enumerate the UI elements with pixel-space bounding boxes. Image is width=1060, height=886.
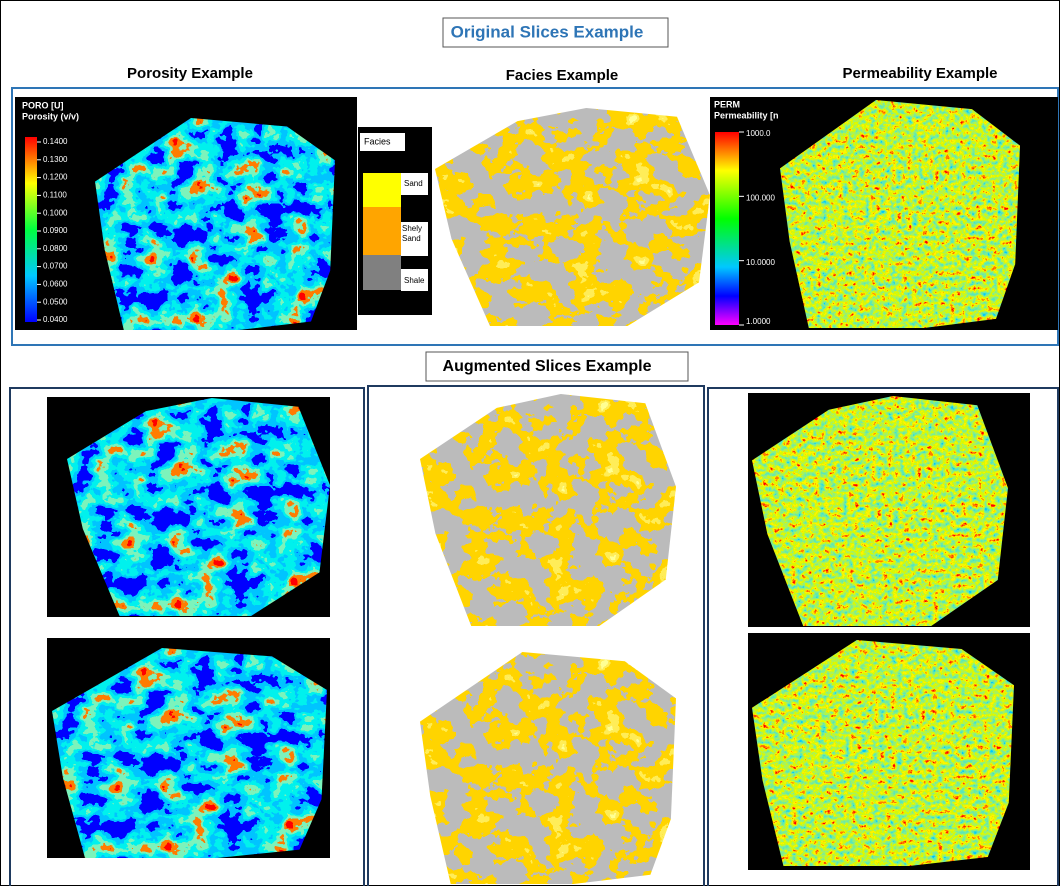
- property-map: [420, 652, 676, 884]
- legend-item: Shale: [404, 276, 425, 285]
- tick-label: 0.1400: [43, 137, 68, 146]
- map-texture: [435, 108, 710, 326]
- tick-label: 0.0400: [43, 315, 68, 324]
- section-title: Original Slices Example: [451, 22, 644, 41]
- legend-item-wrap: Shely Sand: [402, 224, 430, 256]
- figure: Original Slices Example Porosity Example…: [0, 0, 1060, 886]
- tick-label: 0.0600: [43, 280, 68, 289]
- tick-label: 10.0000: [746, 258, 775, 267]
- column-heading: Facies Example: [506, 67, 619, 84]
- map-texture: [420, 394, 676, 626]
- facies-swatch: [363, 207, 401, 255]
- tick-label: 0.1300: [43, 155, 68, 164]
- legend-title: PERM: [714, 99, 740, 109]
- legend-subtitle: Porosity (v/v): [22, 111, 79, 121]
- tick-label: 0.0900: [43, 226, 68, 235]
- section-title: Augmented Slices Example: [443, 358, 652, 375]
- column-heading: Permeability Example: [842, 65, 997, 82]
- tick-label: 1.0000: [746, 317, 771, 326]
- tick-label: 0.1200: [43, 173, 68, 182]
- tick-label: 0.0700: [43, 262, 68, 271]
- legend-title: Facies: [364, 136, 391, 146]
- legend-item: Sand: [404, 179, 423, 188]
- facies-swatch: [363, 255, 401, 290]
- tick-label: 100.000: [746, 193, 775, 202]
- porosity-colorbar: [25, 137, 37, 322]
- tick-label: 1000.0: [746, 129, 771, 138]
- perm-colorbar: [715, 132, 739, 325]
- tick-label: 0.1000: [43, 208, 68, 217]
- facies-swatch: [363, 173, 401, 207]
- map-texture: [420, 652, 676, 884]
- tick-label: 0.0500: [43, 297, 68, 306]
- column-heading: Porosity Example: [127, 65, 253, 82]
- legend-subtitle: Permeability [n: [714, 110, 779, 120]
- legend-item: Shely Sand: [402, 224, 430, 244]
- tick-label: 0.1100: [43, 191, 67, 200]
- tick-label: 0.0800: [43, 244, 68, 253]
- property-map: [420, 394, 676, 626]
- legend-title: PORO [U]: [22, 100, 64, 110]
- figure-canvas: Original Slices Example Porosity Example…: [0, 0, 1060, 886]
- property-map: [435, 108, 710, 326]
